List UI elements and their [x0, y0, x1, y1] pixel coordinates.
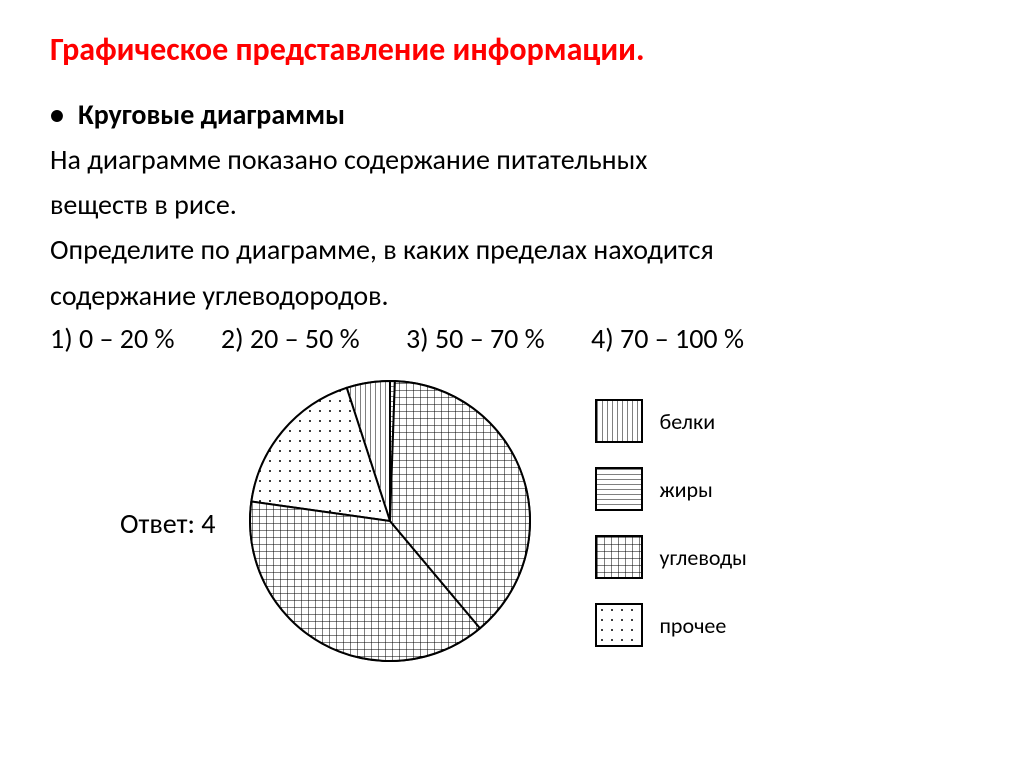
legend-item: углеводы [595, 535, 746, 579]
legend-label: белки [659, 408, 715, 435]
legend-label: жиры [659, 476, 712, 503]
legend-item: жиры [595, 467, 746, 511]
legend-swatch-other [595, 603, 643, 647]
paragraph: На диаграмме показано содержание питател… [50, 140, 974, 315]
legend-label: прочее [659, 612, 726, 639]
option-4: 4) 70 – 100 % [591, 321, 744, 356]
paragraph-line: веществ в рисе. [50, 185, 974, 224]
legend: белки жиры углеводы прочее [595, 399, 746, 647]
bullet-heading: Круговые диаграммы [78, 97, 345, 132]
answer-options: 1) 0 – 20 % 2) 20 – 50 % 3) 50 – 70 % 4)… [50, 321, 974, 356]
pie-svg [245, 376, 535, 666]
legend-label: углеводы [659, 544, 746, 571]
answer-text: Ответ: 4 [120, 506, 215, 541]
option-1: 1) 0 – 20 % [50, 321, 175, 356]
option-3: 3) 50 – 70 % [406, 321, 545, 356]
legend-swatch-carbs [595, 535, 643, 579]
legend-item: белки [595, 399, 746, 443]
lower-row: Ответ: 4 белки жиры углеводы прочее [50, 376, 974, 671]
bullet-heading-row: • Круговые диаграммы [50, 97, 974, 132]
legend-item: прочее [595, 603, 746, 647]
paragraph-line: Определите по диаграмме, в каких предела… [50, 230, 974, 269]
paragraph-line: На диаграмме показано содержание питател… [50, 140, 974, 179]
pie-chart [245, 376, 535, 671]
paragraph-line: содержание углеводородов. [50, 276, 974, 315]
legend-swatch-fats [595, 467, 643, 511]
legend-swatch-proteins [595, 399, 643, 443]
option-2: 2) 20 – 50 % [221, 321, 360, 356]
bullet-dot: • [50, 97, 64, 132]
page-title: Графическое представление информации. [50, 30, 974, 69]
